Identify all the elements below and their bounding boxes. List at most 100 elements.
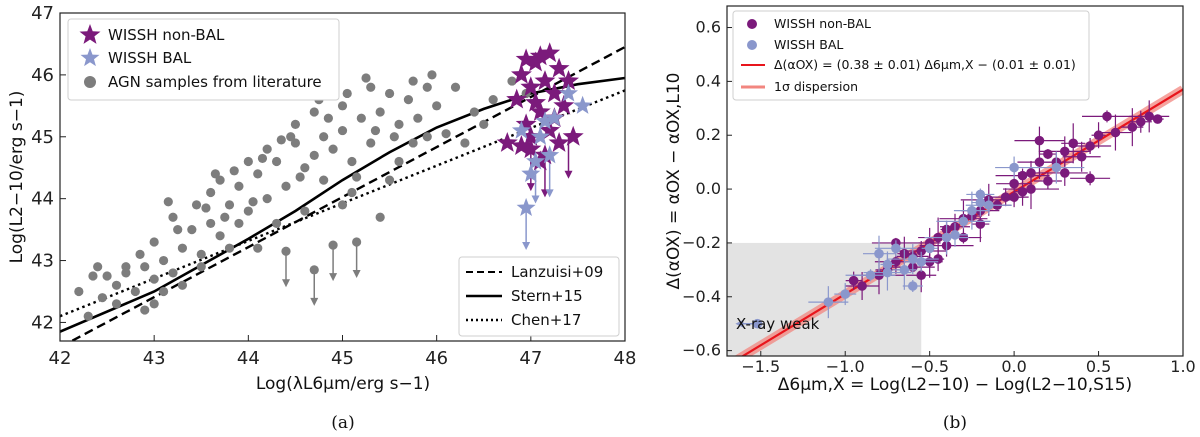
wissh-nonbal-star <box>548 57 570 78</box>
panel-b-legend-box <box>732 10 1090 101</box>
b-nonbal-point <box>1026 184 1036 194</box>
agn-point <box>295 172 305 182</box>
agn-point <box>422 132 432 142</box>
b-nonbal-point <box>1068 138 1079 149</box>
agn-point <box>394 156 404 167</box>
agn-point <box>243 156 253 167</box>
agn-point <box>384 175 395 185</box>
panel-a-caption: (a) <box>331 413 354 433</box>
agn-point <box>352 172 362 182</box>
b-nonbal-point <box>1009 178 1019 189</box>
wissh-bal-star <box>544 108 564 127</box>
agn-point <box>196 249 206 259</box>
agn-point <box>366 82 376 92</box>
agn-point <box>271 218 282 229</box>
agn-point <box>413 113 423 123</box>
agn-point <box>281 181 291 191</box>
b-bal-point <box>1051 162 1062 173</box>
agn-point <box>403 95 414 105</box>
panel-a-lines-legend-box <box>458 256 620 337</box>
wissh-nonbal-star <box>515 113 537 134</box>
b-bal-point <box>823 297 834 307</box>
b-xtick-label: −0.5 <box>910 357 949 376</box>
a-xtick-label: 47 <box>519 348 542 369</box>
agn-point <box>479 119 489 129</box>
agn-point <box>163 197 173 207</box>
star-limit-arrow <box>526 183 535 192</box>
wissh-nonbal-star <box>534 70 556 90</box>
a-ytick-label: 45 <box>31 127 54 148</box>
b-ytick-label: 0.6 <box>696 18 721 37</box>
star-limit-arrow <box>522 241 531 250</box>
wissh-nonbal-star <box>506 88 528 109</box>
b-nonbal-point <box>1034 135 1045 146</box>
agn-point <box>422 82 432 92</box>
a-xtick-label: 46 <box>425 348 448 369</box>
wissh-bal-star <box>521 163 541 182</box>
wissh-bal-star <box>573 95 593 114</box>
agn-point <box>224 243 235 253</box>
agn-point <box>83 311 93 321</box>
b-bal-point <box>941 232 952 243</box>
b-nonbal-point <box>1127 122 1138 132</box>
legend-bal-label: WISSH BAL <box>108 49 192 67</box>
b-nonbal-point <box>857 281 867 291</box>
agn-point <box>224 200 235 210</box>
agn-point <box>384 88 395 99</box>
b-bal-point <box>958 216 969 227</box>
agn-point <box>337 200 348 210</box>
legend-chen-label: Chen+17 <box>511 311 581 329</box>
panel-a-ylabel: Log(L2−10/erg s−1) <box>7 91 27 264</box>
agn-point <box>74 286 84 297</box>
wissh-nonbal-star <box>558 70 579 90</box>
b-nonbal-point <box>1059 146 1070 157</box>
agn-point <box>432 101 442 111</box>
b-nonbal-point <box>1093 130 1104 141</box>
agn-point <box>347 156 357 167</box>
agn-point <box>140 305 150 315</box>
b-nonbal-point <box>1017 170 1028 181</box>
b-bal-point <box>1009 162 1019 173</box>
agn-limit-arrow <box>329 273 338 282</box>
wissh-nonbal-star <box>520 76 542 97</box>
agn-limit-point <box>281 246 291 256</box>
a-ytick-label: 43 <box>31 251 54 272</box>
agn-limit-point <box>328 240 338 250</box>
b-bal-point <box>950 230 960 240</box>
agn-point <box>177 243 188 253</box>
b-bal-point <box>907 281 918 291</box>
panel-a-legend-box <box>67 18 340 101</box>
b-xtick-label: 1.0 <box>1170 357 1195 376</box>
panel-a-lines-legend: Lanzuisi+09 Stern+15 Chen+17 <box>458 256 620 337</box>
agn-point <box>309 150 319 160</box>
panel-b: −1.5 −1.0 −0.5 0.0 0.5 1.0 −0.6 −0.4 −0.2 0.0 0.2 0… <box>664 5 1196 433</box>
panel-b-caption: (b) <box>943 413 967 433</box>
wissh-bal-star <box>535 111 555 130</box>
b-nonbal-point <box>975 219 986 229</box>
b-ytick-label: 0.2 <box>696 125 721 144</box>
b-nonbal-point <box>1043 149 1053 159</box>
panel-a-xlabel: Log(λL6μm/erg s−1) <box>256 374 430 394</box>
agn-point <box>196 262 206 272</box>
a-xtick-label: 45 <box>331 348 354 369</box>
agn-point <box>319 175 329 185</box>
legend-stern-label: Stern+15 <box>511 287 583 305</box>
wissh-nonbal-star <box>511 63 532 84</box>
b-bal-point <box>874 248 884 259</box>
agn-point <box>441 129 451 139</box>
agn-point <box>408 138 418 148</box>
b-nonbal-point <box>1085 173 1095 184</box>
wissh-bal-star <box>511 120 531 139</box>
agn-point <box>408 76 418 86</box>
agn-point <box>187 225 197 235</box>
b-bal-point <box>907 254 918 264</box>
agn-point <box>469 107 479 117</box>
b-bal-point <box>891 243 901 254</box>
agn-point <box>262 194 272 204</box>
wissh-nonbal-star <box>525 91 546 112</box>
agn-point <box>206 218 216 229</box>
wissh-nonbal-star <box>562 125 584 146</box>
agn-point <box>309 107 319 117</box>
legend-b-bal-label: WISSH BAL <box>774 37 843 52</box>
wissh-nonbal-star <box>511 135 532 155</box>
